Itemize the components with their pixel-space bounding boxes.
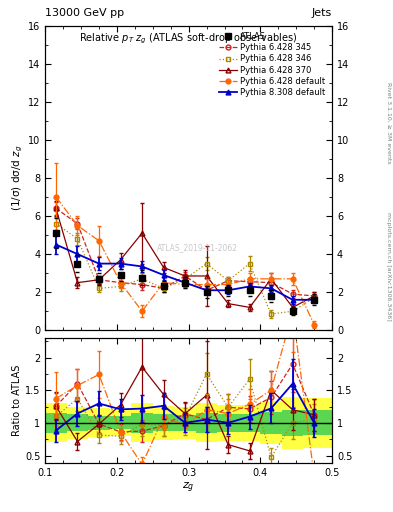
Legend: ATLAS, Pythia 6.428 345, Pythia 6.428 346, Pythia 6.428 370, Pythia 6.428 defaul: ATLAS, Pythia 6.428 345, Pythia 6.428 34… <box>216 30 328 99</box>
Text: Relative $p_T$ $z_g$ (ATLAS soft-drop observables): Relative $p_T$ $z_g$ (ATLAS soft-drop ob… <box>79 32 298 46</box>
Text: 13000 GeV pp: 13000 GeV pp <box>45 8 124 18</box>
Text: mcplots.cern.ch [arXiv:1306.3436]: mcplots.cern.ch [arXiv:1306.3436] <box>386 212 391 321</box>
Y-axis label: Ratio to ATLAS: Ratio to ATLAS <box>12 365 22 436</box>
Text: ATLAS_2019-11-2062: ATLAS_2019-11-2062 <box>157 244 238 252</box>
Text: Rivet 3.1.10, ≥ 3M events: Rivet 3.1.10, ≥ 3M events <box>386 82 391 164</box>
Y-axis label: (1/σ) dσ/d $z_g$: (1/σ) dσ/d $z_g$ <box>11 145 25 211</box>
Text: Jets: Jets <box>312 8 332 18</box>
X-axis label: $z_g$: $z_g$ <box>182 481 195 496</box>
